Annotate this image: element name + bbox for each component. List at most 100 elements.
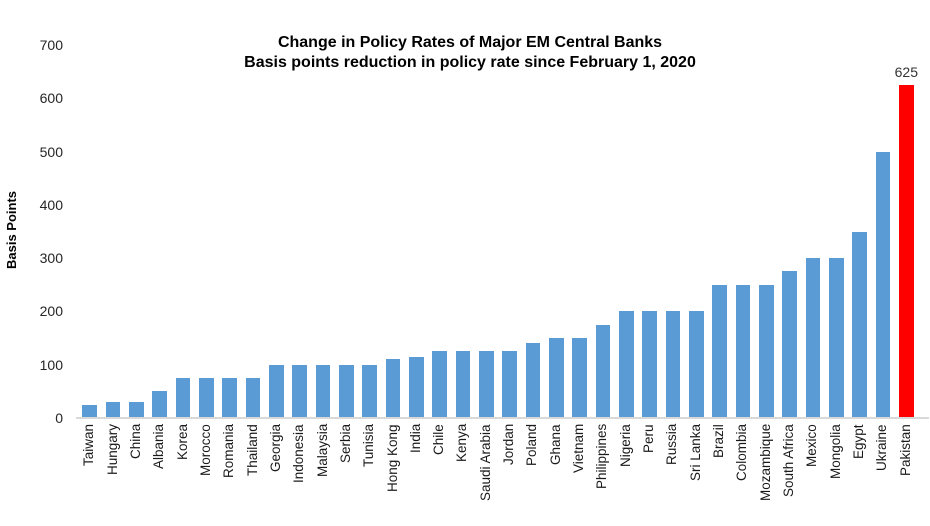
x-axis-label: Mexico	[804, 424, 820, 467]
x-axis-label: Egypt	[851, 424, 867, 459]
x-slot: Georgia	[265, 424, 288, 522]
bar-pakistan: 625	[895, 64, 918, 418]
x-axis-label: Korea	[174, 424, 190, 461]
x-axis-label: Jordan	[501, 424, 517, 466]
bar-peru	[642, 311, 657, 418]
x-slot: Pakistan	[894, 424, 917, 522]
x-slot: Morocco	[195, 424, 218, 522]
y-axis-tick: 500	[39, 143, 63, 160]
bar-jordan	[502, 351, 517, 418]
x-axis-label: Brazil	[711, 424, 727, 458]
bar-ukraine	[875, 151, 891, 418]
bar-mexico	[805, 258, 821, 418]
bar-korea	[175, 378, 191, 418]
x-axis-label: Ukraine	[874, 424, 890, 471]
x-slot: Mongolia	[825, 424, 848, 522]
x-axis-label: Poland	[524, 424, 540, 467]
x-axis-label: Ghana	[547, 424, 563, 465]
bar-indonesia	[292, 364, 307, 418]
x-axis-label: Mozambique	[757, 424, 773, 502]
x-slot: Chile	[428, 424, 451, 522]
y-axis-ticks: 0 100 200 300 400 500 600 700	[0, 0, 63, 430]
x-slot: Ghana	[545, 424, 568, 522]
x-slot: Korea	[171, 424, 194, 522]
x-slot: Philippines	[591, 424, 614, 522]
x-slot: Mexico	[801, 424, 824, 522]
y-axis-tick: 200	[39, 303, 63, 320]
bar-china	[129, 402, 144, 418]
x-slot: South Africa	[778, 424, 801, 522]
chart-subtitle: Basis points reduction in policy rate si…	[244, 54, 696, 71]
x-slot: Tunisia	[358, 424, 381, 522]
bar-tunisia	[362, 364, 377, 418]
x-slot: Nigeria	[615, 424, 638, 522]
x-slot: Jordan	[498, 424, 521, 522]
x-axis-label: Hong Kong	[384, 424, 400, 492]
x-slot: Hungary	[101, 424, 124, 522]
x-axis-label: Philippines	[594, 424, 610, 490]
x-slot: Egypt	[848, 424, 871, 522]
x-axis-label: Georgia	[267, 424, 283, 473]
x-axis-label: South Africa	[781, 424, 797, 497]
x-axis-label: Indonesia	[291, 424, 307, 483]
bar-taiwan	[82, 404, 97, 418]
x-axis-label: Mongolia	[827, 424, 843, 479]
bar-nigeria	[619, 311, 634, 418]
bar-philippines	[595, 324, 611, 418]
x-axis-label: Tunisia	[361, 424, 377, 468]
bar-russia	[665, 311, 681, 418]
x-axis-label: China	[127, 424, 143, 460]
x-slot: Romania	[218, 424, 241, 522]
x-axis-label: Kenya	[454, 424, 470, 463]
x-axis-label: Sri Lanka	[687, 424, 703, 482]
data-label: 625	[894, 63, 919, 80]
x-axis-label: Taiwan	[81, 424, 97, 467]
x-axis-label: Peru	[641, 424, 657, 453]
bar-mongolia	[829, 258, 844, 418]
bar-sri-lanka	[689, 311, 704, 418]
bar-hong-kong	[385, 359, 401, 418]
x-axis-label: Romania	[221, 424, 237, 479]
x-slot: Colombia	[731, 424, 754, 522]
plot-area: 625	[78, 45, 918, 418]
chart-title: Change in Policy Rates of Major EM Centr…	[277, 34, 663, 51]
x-axis-label: India	[407, 424, 423, 454]
x-axis-label: Colombia	[734, 424, 750, 482]
bar-morocco	[199, 378, 214, 418]
x-slot: Kenya	[451, 424, 474, 522]
x-axis-label: Nigeria	[617, 424, 633, 467]
x-slot: Ukraine	[871, 424, 894, 522]
bar-egypt	[852, 231, 867, 418]
x-axis-labels: Taiwan Hungary China Albania Korea Morocco Rom…	[78, 424, 918, 522]
bar-malaysia	[315, 364, 331, 418]
y-axis-tick: 100	[39, 356, 63, 373]
x-slot: Vietnam	[568, 424, 591, 522]
x-axis-label: Saudi Arabia	[477, 424, 493, 501]
x-slot: Indonesia	[288, 424, 311, 522]
x-slot: Saudi Arabia	[475, 424, 498, 522]
x-axis-line	[76, 417, 929, 419]
bar-ghana	[549, 338, 564, 418]
x-axis-label: Malaysia	[314, 424, 330, 478]
x-slot: Russia	[661, 424, 684, 522]
x-slot: China	[125, 424, 148, 522]
chart-title-block: Change in Policy Rates of Major EM Centr…	[65, 33, 875, 73]
bar-mozambique	[759, 284, 774, 418]
x-axis-label: Pakistan	[897, 424, 913, 476]
y-axis-tick: 400	[39, 196, 63, 213]
bar-albania	[152, 391, 167, 418]
x-axis-label: Serbia	[337, 424, 353, 464]
x-slot: Albania	[148, 424, 171, 522]
x-slot: Poland	[521, 424, 544, 522]
x-slot: Brazil	[708, 424, 731, 522]
x-slot: Hong Kong	[381, 424, 404, 522]
x-slot: India	[405, 424, 428, 522]
x-axis-label: Albania	[151, 424, 167, 470]
x-slot: Mozambique	[755, 424, 778, 522]
bar-thailand	[245, 378, 261, 418]
x-axis-label: Hungary	[104, 424, 120, 476]
bar-kenya	[455, 351, 471, 418]
bar-south-africa	[782, 271, 797, 418]
y-axis-tick: 300	[39, 250, 63, 267]
